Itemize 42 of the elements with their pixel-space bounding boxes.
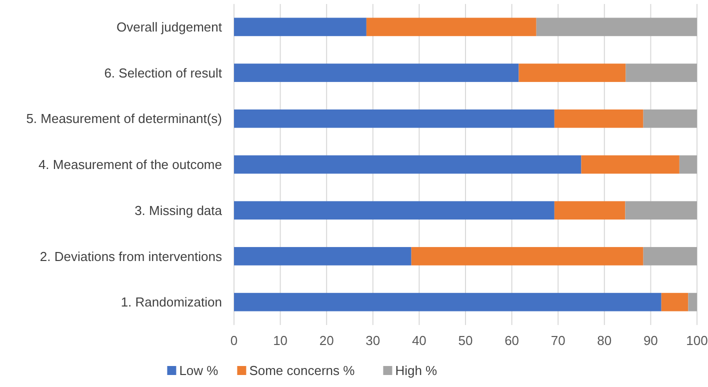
bar [234,292,662,312]
x-tick-label: 90 [643,333,658,348]
x-tick-label: 70 [550,333,566,348]
x-tick-label: 40 [412,333,426,348]
x-tick-label: 80 [597,333,612,348]
bar [411,247,644,266]
bar [234,155,582,174]
bar [234,247,412,266]
bar [643,109,697,128]
x-tick-label: 60 [504,333,520,348]
x-tick-label: 30 [366,333,380,348]
bar [679,155,697,174]
bar [661,292,688,312]
bar [581,155,680,174]
x-tick-label: 0 [230,333,238,348]
bar [234,109,554,128]
bar [554,109,644,128]
bar [234,18,366,36]
x-tick-label: 50 [458,333,473,348]
legend-label: Some concerns % [249,363,356,378]
y-tick-label: 3. Missing data [134,202,223,218]
y-tick-label: 4. Measurement of the outcome [38,157,222,172]
y-tick-label: 1. Randomization [120,294,222,310]
y-tick-label: 6. Selection of result [104,65,222,80]
bar [234,64,519,82]
y-tick-label: 2. Deviations from interventions [40,248,222,264]
bar [643,247,697,266]
y-tick-label: Overall judgement [116,19,222,34]
y-tick-label: 5. Measurement of determinant(s) [26,111,222,126]
x-tick-label: 10 [273,333,288,348]
bar [554,201,626,220]
legend-label: High % [395,363,438,378]
x-tick-label: 20 [319,333,334,348]
bar [626,64,697,82]
x-tick-label: 100 [686,333,708,348]
legend-label: Low % [179,363,219,378]
bar [518,64,626,82]
bar [234,201,554,220]
bar [688,292,697,312]
bar [366,18,536,36]
bar [625,201,697,220]
bar [536,18,697,36]
